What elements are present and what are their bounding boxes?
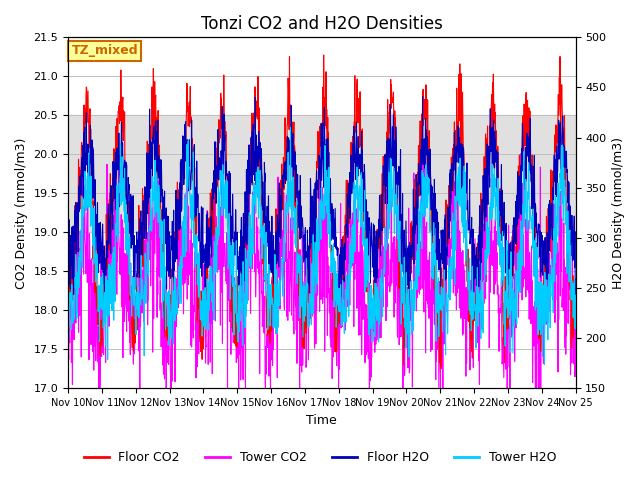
Tower H2O bbox=[280, 244, 287, 250]
Floor CO2 bbox=[290, 119, 298, 125]
Tower H2O bbox=[541, 361, 548, 367]
Tower CO2 bbox=[219, 136, 227, 142]
Text: TZ_mixed: TZ_mixed bbox=[72, 45, 138, 58]
Tower CO2 bbox=[124, 261, 132, 267]
Tower H2O bbox=[572, 325, 579, 331]
Tower H2O bbox=[353, 196, 361, 202]
Floor CO2 bbox=[124, 205, 132, 211]
Floor H2O bbox=[470, 312, 477, 317]
Tower H2O bbox=[291, 219, 298, 225]
Floor H2O bbox=[64, 291, 72, 297]
Tower CO2 bbox=[95, 385, 102, 391]
Tower CO2 bbox=[572, 332, 579, 337]
Line: Floor H2O: Floor H2O bbox=[68, 96, 575, 314]
Tower CO2 bbox=[64, 295, 72, 301]
Tower H2O bbox=[124, 220, 132, 226]
Tower CO2 bbox=[280, 298, 288, 304]
Floor CO2 bbox=[353, 76, 361, 82]
Line: Tower CO2: Tower CO2 bbox=[68, 139, 575, 388]
Tower H2O bbox=[104, 277, 111, 283]
Floor CO2 bbox=[572, 304, 579, 310]
Bar bbox=[68, 115, 575, 232]
Tower CO2 bbox=[354, 246, 362, 252]
Floor H2O bbox=[124, 201, 132, 206]
Y-axis label: CO2 Density (mmol/m3): CO2 Density (mmol/m3) bbox=[15, 137, 28, 288]
Floor CO2 bbox=[64, 306, 72, 312]
Tower H2O bbox=[287, 124, 294, 130]
Floor H2O bbox=[280, 184, 287, 190]
Line: Tower H2O: Tower H2O bbox=[68, 127, 575, 364]
Floor H2O bbox=[353, 167, 361, 173]
Floor H2O bbox=[290, 149, 298, 155]
Floor CO2 bbox=[299, 312, 307, 318]
Legend: Floor CO2, Tower CO2, Floor H2O, Tower H2O: Floor CO2, Tower CO2, Floor H2O, Tower H… bbox=[79, 446, 561, 469]
Title: Tonzi CO2 and H2O Densities: Tonzi CO2 and H2O Densities bbox=[201, 15, 443, 33]
Tower CO2 bbox=[300, 296, 308, 301]
Floor CO2 bbox=[280, 154, 287, 160]
Floor H2O bbox=[572, 276, 579, 282]
X-axis label: Time: Time bbox=[307, 414, 337, 427]
Floor CO2 bbox=[104, 247, 111, 253]
Tower CO2 bbox=[104, 309, 111, 314]
Tower H2O bbox=[300, 307, 307, 313]
Floor CO2 bbox=[320, 52, 328, 58]
Line: Floor CO2: Floor CO2 bbox=[68, 55, 575, 369]
Y-axis label: H2O Density (mmol/m3): H2O Density (mmol/m3) bbox=[612, 137, 625, 289]
Tower H2O bbox=[64, 321, 72, 327]
Tower CO2 bbox=[291, 268, 298, 274]
Floor H2O bbox=[104, 246, 111, 252]
Floor H2O bbox=[299, 227, 307, 232]
Floor H2O bbox=[419, 94, 426, 99]
Floor CO2 bbox=[437, 366, 445, 372]
